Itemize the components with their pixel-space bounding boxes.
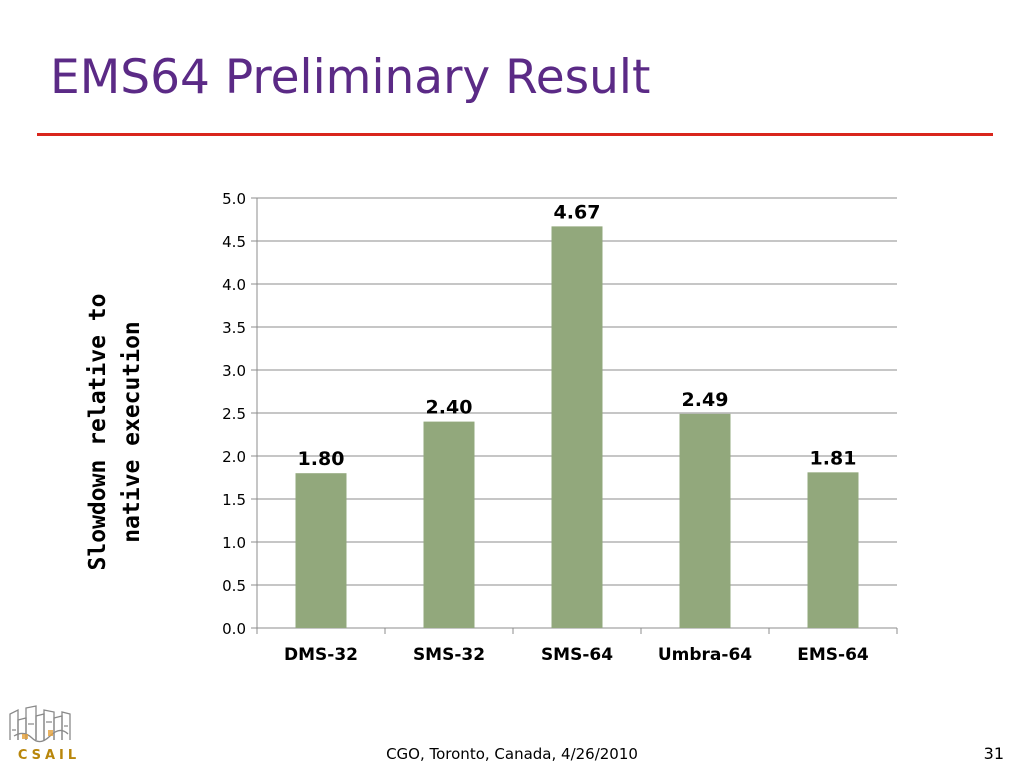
y-tick-label: 2.0 (222, 448, 246, 466)
footer-text: CGO, Toronto, Canada, 4/26/2010 (386, 745, 638, 763)
y-tick-label: 4.5 (222, 233, 246, 251)
bar (551, 226, 603, 628)
data-label: 2.40 (426, 397, 473, 419)
category-label: SMS-32 (413, 645, 485, 665)
y-tick-label: 3.5 (222, 319, 246, 337)
bar (807, 472, 859, 628)
bar-chart: 0.0 0.5 1.0 1.5 2.0 2.5 3.0 3.5 4.0 4.5 5.0 1.80 DMS… (222, 190, 898, 665)
y-axis-label-line-2: native execution (119, 321, 145, 543)
y-tick-label: 1.0 (222, 534, 246, 552)
y-tick-label: 0.5 (222, 577, 246, 595)
data-label: 4.67 (554, 201, 601, 223)
category-label: Umbra-64 (658, 645, 752, 665)
bar (295, 473, 347, 628)
data-label: 2.49 (682, 389, 729, 411)
y-tick-label: 1.5 (222, 491, 246, 509)
category-label: SMS-64 (541, 645, 613, 665)
y-axis-label-line-1: Slowdown relative to (85, 293, 111, 571)
data-label: 1.81 (810, 447, 857, 469)
y-tick-label: 4.0 (222, 276, 246, 294)
y-tick-label: 2.5 (222, 405, 246, 423)
logo-text: CSAIL (17, 748, 81, 763)
category-label: DMS-32 (284, 645, 358, 665)
slide-title: EMS64 Preliminary Result (50, 50, 651, 105)
title-rule (37, 133, 993, 136)
page-number: 31 (983, 744, 1004, 763)
y-tick-label: 0.0 (222, 620, 246, 638)
data-label: 1.80 (298, 448, 345, 470)
bar (679, 413, 731, 628)
y-tick-label: 5.0 (222, 190, 246, 208)
category-label: EMS-64 (797, 645, 869, 665)
bar (423, 421, 475, 628)
y-tick-label: 3.0 (222, 362, 246, 380)
csail-logo (9, 705, 71, 743)
